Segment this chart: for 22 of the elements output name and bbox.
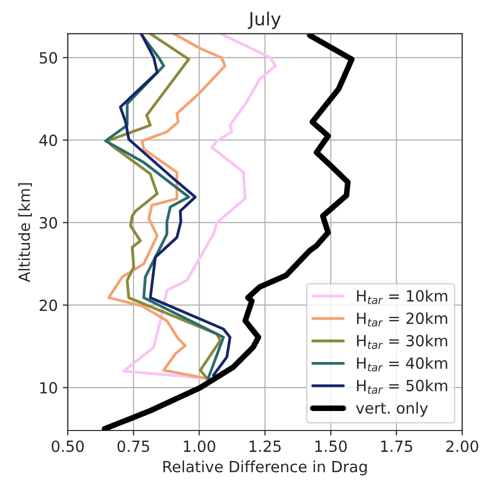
x-tick-label: 0.50 [52,440,84,452]
x-tick-label: 1.50 [315,440,347,452]
legend-label: H$_{tar}$ = 30km [357,334,448,349]
legend-label: H$_{tar}$ = 40km [357,357,448,372]
y-axis-title: Altitude [km] [18,183,32,282]
chart-title: July [248,12,281,30]
x-tick-label: 0.75 [118,440,150,452]
legend-label: H$_{tar}$ = 10km [357,290,448,304]
y-tick-label: 50 [40,52,58,64]
legend-label: H$_{tar}$ = 50km [357,380,448,394]
y-tick-label: 20 [40,300,58,312]
x-axis-title: Relative Difference in Drag [163,460,367,476]
x-tick-label: 2.00 [446,440,478,452]
y-tick-label: 10 [40,382,58,394]
x-tick-label: 1.75 [381,440,412,452]
x-tick-label: 1.25 [250,440,281,452]
y-tick-label: 40 [39,134,58,146]
legend-label: H$_{tar}$ = 20km [357,312,448,327]
y-tick-label: 30 [40,217,58,229]
line-series [122,34,277,380]
x-tick-label: 1.00 [184,440,216,452]
legend-label: vert. only [356,402,428,417]
